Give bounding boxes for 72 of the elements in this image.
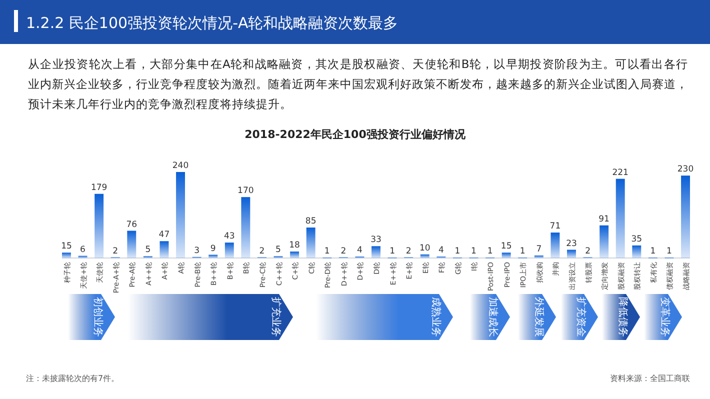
data-label: 1 bbox=[454, 246, 460, 257]
text: 扩充业务 bbox=[270, 297, 282, 337]
data-label: 5 bbox=[145, 245, 151, 256]
bar bbox=[306, 228, 316, 258]
data-label: 35 bbox=[631, 234, 642, 244]
bar bbox=[600, 225, 609, 258]
bar bbox=[94, 194, 104, 258]
data-label: 170 bbox=[238, 186, 254, 196]
data-label: 230 bbox=[677, 164, 694, 175]
text: 降低债务 bbox=[617, 297, 629, 337]
data-label: 179 bbox=[90, 182, 108, 193]
data-label: 43 bbox=[224, 232, 235, 242]
text: 从企业投资轮次上看，大部分集中在A轮和战略融资，其次是股权融资、天使轮和B轮，以早期投资阶段为主。可以看出各行业内新兴企业较多，行业竞争程度较为激烈。随着近两年来中国宏观利好政策不断发布，越来越多的新兴企业试图入局赛道，预计未来几年行业内的竞争激烈程度将持续提升。 bbox=[28, 56, 688, 113]
data-label: 9 bbox=[210, 244, 216, 254]
data-label: 1 bbox=[324, 246, 330, 257]
bar bbox=[241, 197, 250, 258]
data-label: 5 bbox=[276, 245, 281, 256]
text: 扩充资金 bbox=[575, 297, 587, 337]
bar bbox=[208, 254, 218, 258]
data-label: 47 bbox=[158, 230, 170, 240]
data-label: 71 bbox=[550, 222, 561, 232]
data-label: 240 bbox=[172, 161, 189, 171]
data-label: 1 bbox=[520, 246, 526, 257]
text: 加速成长 bbox=[487, 297, 499, 337]
text: 1.2.2 民企100强投资轮次情况-A轮和战略融资次数最多 bbox=[26, 14, 398, 32]
bar bbox=[127, 230, 136, 258]
data-label: 23 bbox=[566, 238, 577, 249]
bar bbox=[632, 245, 642, 258]
text: 外延发展 bbox=[533, 297, 545, 337]
chart-title: 2018-2022年民企100强投资行业偏好情况 bbox=[244, 128, 466, 141]
bar bbox=[176, 172, 185, 258]
data-label: 2 bbox=[259, 246, 265, 256]
bar bbox=[290, 252, 300, 258]
data-label: 1 bbox=[390, 246, 395, 257]
bar bbox=[160, 241, 169, 258]
text: 资料来源：全国工商联 bbox=[610, 374, 690, 383]
data-label: 6 bbox=[80, 244, 86, 255]
data-label: 2 bbox=[585, 246, 590, 256]
data-label: 15 bbox=[61, 242, 72, 252]
data-label: 4 bbox=[357, 246, 362, 256]
data-label: 7 bbox=[536, 244, 542, 254]
data-label: 18 bbox=[289, 240, 300, 251]
data-label: 15 bbox=[500, 242, 512, 252]
data-label: 33 bbox=[370, 235, 382, 246]
data-label: 76 bbox=[126, 220, 138, 230]
bar bbox=[502, 252, 511, 258]
bar bbox=[550, 232, 560, 258]
data-label: 2 bbox=[112, 246, 118, 256]
data-label: 85 bbox=[305, 216, 316, 227]
bar bbox=[567, 250, 576, 258]
bar bbox=[420, 254, 430, 258]
data-label: 1 bbox=[471, 246, 476, 257]
text: 注：未披露轮次的有7件。 bbox=[26, 374, 120, 383]
data-label: 3 bbox=[194, 246, 200, 256]
bar bbox=[62, 252, 71, 258]
data-label: 1 bbox=[487, 246, 493, 257]
text: 初创业务 bbox=[92, 297, 104, 337]
data-label: 1 bbox=[666, 246, 672, 257]
data-label: 91 bbox=[598, 214, 610, 224]
data-label: 10 bbox=[419, 243, 430, 254]
text: 变革业务 bbox=[659, 297, 671, 337]
data-label: 221 bbox=[612, 168, 628, 178]
data-label: 4 bbox=[438, 246, 444, 256]
bar bbox=[616, 178, 625, 258]
data-label: 1 bbox=[650, 246, 656, 257]
text: 成熟业务 bbox=[430, 297, 442, 337]
bar bbox=[372, 246, 380, 258]
bar bbox=[224, 242, 234, 258]
bar bbox=[534, 255, 544, 258]
data-label: 2 bbox=[340, 246, 346, 256]
bar bbox=[681, 176, 690, 258]
data-label: 2 bbox=[406, 246, 412, 256]
